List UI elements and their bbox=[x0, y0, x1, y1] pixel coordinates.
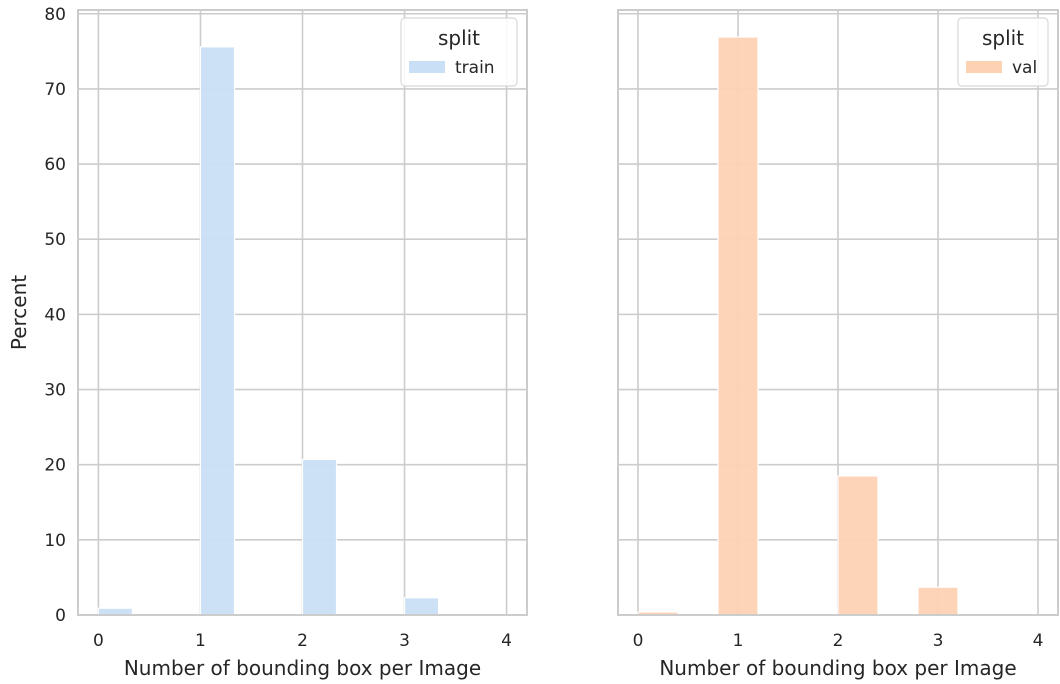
y-tick-label: 50 bbox=[44, 230, 66, 250]
left-histogram-panel: 0 10 20 30 40 50 60 70 80 0 1 2 3 4 Number of bounding… bbox=[7, 5, 528, 680]
y-tick-label: 20 bbox=[44, 456, 66, 476]
histogram-bar bbox=[301, 458, 338, 616]
legend-swatch bbox=[409, 61, 445, 73]
axes-frame bbox=[617, 9, 1059, 616]
right-histogram-panel: 0 1 2 3 4 Number of bounding box per Image spl… bbox=[617, 9, 1059, 680]
y-tick-label: 30 bbox=[44, 381, 66, 401]
x-tick-label: 2 bbox=[297, 631, 308, 651]
x-tick-label: 0 bbox=[633, 631, 644, 651]
x-tick-label: 0 bbox=[93, 631, 104, 651]
x-tick-label: 3 bbox=[399, 631, 410, 651]
y-tick-label: 0 bbox=[55, 606, 66, 626]
histogram-bar bbox=[917, 586, 959, 616]
legend-label: val bbox=[1012, 58, 1037, 78]
x-tick-label: 1 bbox=[195, 631, 206, 651]
y-tick-label: 80 bbox=[44, 5, 66, 25]
axes-frame bbox=[77, 9, 528, 616]
x-axis-label: Number of bounding box per Image bbox=[124, 656, 481, 680]
histogram-bar bbox=[717, 36, 759, 616]
y-tick-label: 40 bbox=[44, 305, 66, 325]
histogram-bar bbox=[403, 597, 440, 616]
x-tick-label: 3 bbox=[933, 631, 944, 651]
y-tick-label: 70 bbox=[44, 80, 66, 100]
y-tick-label: 60 bbox=[44, 155, 66, 175]
y-tick-label: 10 bbox=[44, 531, 66, 551]
legend-swatch bbox=[966, 61, 1002, 73]
x-tick-label: 1 bbox=[733, 631, 744, 651]
x-axis-label: Number of bounding box per Image bbox=[659, 656, 1016, 680]
x-tick-label: 2 bbox=[833, 631, 844, 651]
x-tick-label: 4 bbox=[501, 631, 512, 651]
legend-title: split bbox=[438, 26, 480, 50]
histogram-bar bbox=[97, 607, 134, 616]
histogram-bar bbox=[837, 475, 879, 616]
legend-title: split bbox=[982, 26, 1024, 50]
y-axis-label: Percent bbox=[7, 275, 31, 350]
legend-label: train bbox=[455, 58, 495, 78]
x-tick-label: 4 bbox=[1033, 631, 1044, 651]
histogram-bar bbox=[199, 46, 236, 616]
